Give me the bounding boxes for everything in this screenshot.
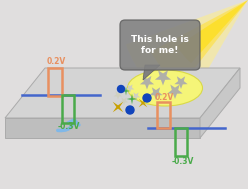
FancyBboxPatch shape <box>120 20 200 70</box>
Polygon shape <box>126 84 134 92</box>
Polygon shape <box>149 87 163 100</box>
Polygon shape <box>5 118 200 138</box>
Wedge shape <box>151 0 248 87</box>
Circle shape <box>126 106 134 114</box>
Circle shape <box>143 94 151 102</box>
Polygon shape <box>139 99 147 107</box>
Text: This hole is
for me!: This hole is for me! <box>131 35 189 55</box>
Bar <box>157 102 170 128</box>
Polygon shape <box>120 97 128 105</box>
Bar <box>175 128 187 156</box>
Bar <box>48 68 62 96</box>
Wedge shape <box>126 0 248 113</box>
Polygon shape <box>200 68 240 138</box>
Text: 0.2V: 0.2V <box>47 57 66 66</box>
Polygon shape <box>122 87 130 95</box>
Ellipse shape <box>127 70 203 106</box>
Polygon shape <box>143 65 160 80</box>
Polygon shape <box>167 84 183 99</box>
Circle shape <box>118 85 124 92</box>
Polygon shape <box>155 70 171 85</box>
Polygon shape <box>113 102 123 112</box>
Text: -0.3V: -0.3V <box>172 157 194 166</box>
Polygon shape <box>174 76 188 89</box>
Polygon shape <box>114 91 122 99</box>
Polygon shape <box>132 92 140 101</box>
Polygon shape <box>126 94 137 105</box>
Bar <box>62 95 74 123</box>
Text: -0.3V: -0.3V <box>58 122 80 131</box>
Polygon shape <box>5 68 240 118</box>
Wedge shape <box>177 0 248 63</box>
Polygon shape <box>140 76 154 90</box>
Text: 0.2V: 0.2V <box>155 93 174 102</box>
